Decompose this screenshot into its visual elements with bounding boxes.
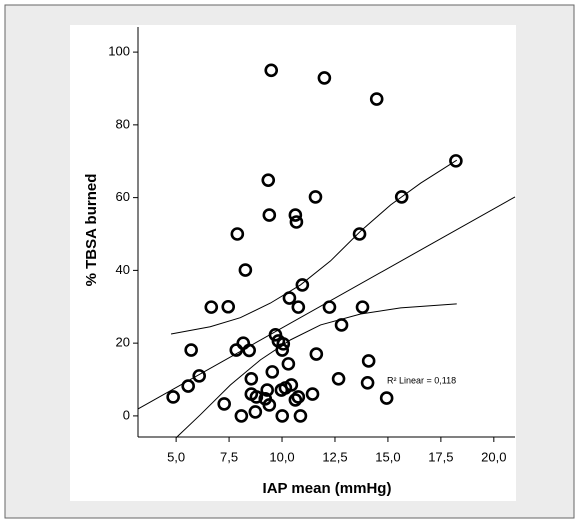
point bbox=[379, 391, 394, 405]
point bbox=[282, 291, 297, 305]
point bbox=[334, 318, 349, 332]
point bbox=[275, 343, 290, 357]
point bbox=[260, 383, 274, 397]
point bbox=[192, 369, 207, 383]
point bbox=[361, 354, 376, 368]
point bbox=[248, 405, 263, 419]
annotation: R² Linear = 0,118 bbox=[387, 375, 456, 385]
point bbox=[262, 398, 277, 412]
point bbox=[322, 300, 337, 314]
chart-area bbox=[70, 25, 516, 501]
x-tick-label: 5,0 bbox=[167, 449, 185, 464]
x-tick-label: 10,0 bbox=[269, 449, 294, 464]
point bbox=[289, 215, 304, 229]
point bbox=[262, 208, 277, 222]
x-tick-label: 12,5 bbox=[322, 449, 347, 464]
x-tick-label: 20,0 bbox=[481, 449, 506, 464]
point bbox=[369, 92, 384, 106]
point bbox=[234, 409, 249, 423]
x-axis-label: IAP mean (mmHg) bbox=[263, 480, 392, 497]
point bbox=[352, 227, 367, 241]
ci-lower bbox=[175, 303, 457, 439]
point bbox=[204, 300, 219, 314]
point bbox=[229, 343, 244, 357]
y-tick-label: 0 bbox=[123, 407, 130, 422]
point bbox=[308, 190, 323, 204]
y-tick-label: 100 bbox=[108, 44, 130, 59]
point bbox=[166, 390, 180, 404]
point bbox=[184, 343, 198, 357]
point bbox=[264, 63, 279, 78]
point bbox=[242, 343, 256, 358]
point bbox=[275, 409, 290, 423]
point bbox=[288, 393, 303, 407]
y-tick-label: 20 bbox=[116, 335, 130, 350]
x-tick-label: 7,5 bbox=[220, 449, 238, 464]
point bbox=[284, 378, 299, 392]
point bbox=[238, 263, 253, 277]
point bbox=[309, 347, 324, 361]
point bbox=[394, 190, 409, 204]
y-tick-label: 40 bbox=[116, 262, 130, 277]
point bbox=[181, 379, 195, 393]
point bbox=[305, 387, 320, 401]
point bbox=[265, 365, 280, 379]
point bbox=[221, 299, 236, 314]
point bbox=[317, 71, 332, 85]
point bbox=[261, 173, 276, 187]
point bbox=[288, 208, 303, 222]
x-tick-label: 15,0 bbox=[375, 449, 400, 464]
y-tick-label: 80 bbox=[116, 116, 130, 131]
point bbox=[331, 371, 346, 386]
point bbox=[360, 375, 375, 390]
point bbox=[217, 397, 232, 411]
point bbox=[249, 390, 264, 404]
point bbox=[244, 371, 259, 386]
point bbox=[293, 409, 308, 423]
y-tick-label: 60 bbox=[116, 189, 130, 204]
point bbox=[449, 154, 463, 168]
point bbox=[291, 390, 306, 404]
point bbox=[291, 300, 306, 314]
point bbox=[355, 300, 370, 314]
point bbox=[281, 357, 296, 371]
point bbox=[230, 227, 245, 241]
y-axis-label: % TBSA burned bbox=[83, 174, 100, 287]
point bbox=[295, 278, 310, 292]
x-tick-label: 17,5 bbox=[428, 449, 453, 464]
point bbox=[276, 337, 291, 351]
